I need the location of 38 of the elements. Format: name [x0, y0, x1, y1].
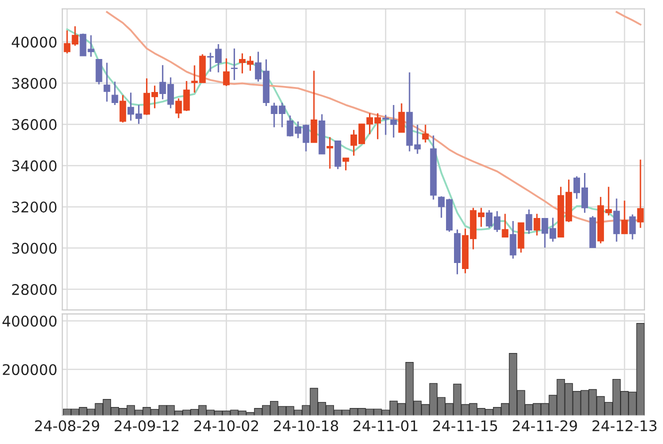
candlestick: [422, 124, 429, 144]
candlestick: [637, 158, 644, 229]
candlestick: [104, 62, 110, 102]
y-tick-label: 400000: [2, 316, 56, 327]
candlestick: [534, 213, 540, 236]
line-series: [616, 11, 642, 26]
candlestick: [510, 220, 516, 260]
x-tick-label: 24-11-01: [354, 420, 418, 432]
x-tick-label: 24-11-29: [512, 420, 577, 432]
y-tick-label: 34000: [12, 160, 56, 172]
x-tick-label: 24-10-02: [194, 420, 258, 432]
candlestick: [390, 104, 397, 138]
candlestick: [326, 136, 334, 170]
y-tick-label: 200000: [2, 364, 56, 376]
candlestick: [342, 157, 350, 172]
candlestick: [398, 102, 405, 134]
candlestick: [231, 48, 238, 81]
candlestick: [526, 208, 532, 235]
y-tick-label: 30000: [12, 242, 56, 254]
candlestick: [223, 58, 230, 87]
x-tick-label: 24-12-13: [592, 420, 656, 432]
y-tick-label: 36000: [12, 119, 56, 130]
candlestick: [96, 58, 102, 86]
candlestick: [621, 200, 628, 235]
candlestick: [502, 213, 508, 238]
y-tick-label: 38000: [12, 78, 56, 89]
candlestick: [310, 70, 318, 144]
x-tick-label: 24-08-29: [35, 420, 100, 432]
candlestick: [120, 94, 126, 124]
y-tick-label: 28000: [12, 284, 56, 296]
y-tick-label: 32000: [12, 202, 56, 213]
candlestick: [613, 198, 620, 242]
candlestick: [112, 80, 118, 106]
x-tick-label: 24-09-12: [114, 420, 178, 432]
y-tick-label: 40000: [12, 36, 56, 48]
x-tick-label: 24-10-18: [274, 420, 338, 432]
candlestick: [629, 214, 636, 240]
x-tick-label: 24-11-15: [433, 420, 498, 432]
